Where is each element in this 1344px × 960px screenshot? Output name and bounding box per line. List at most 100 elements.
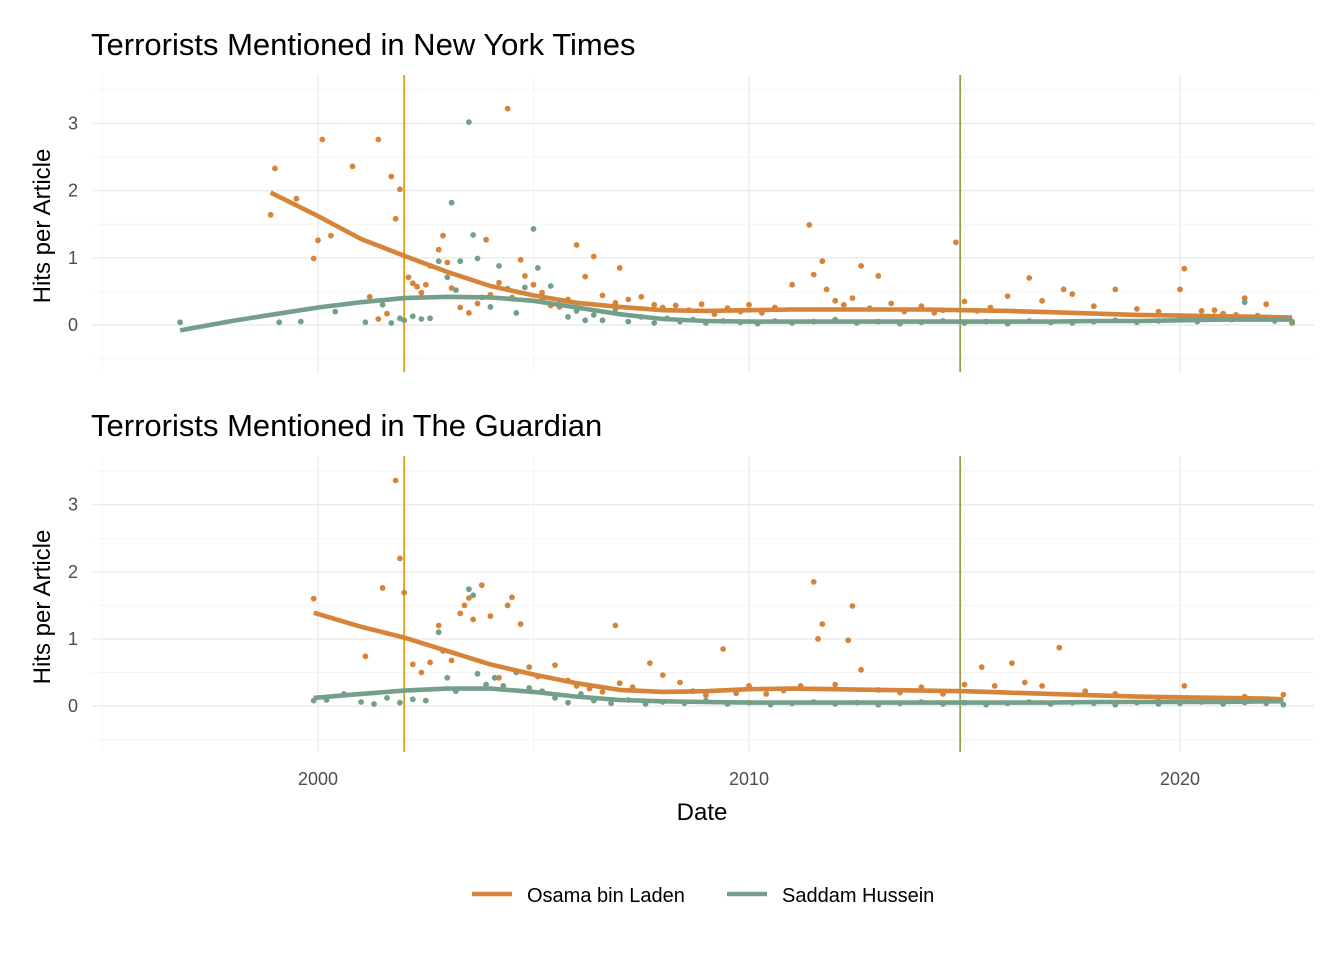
trend-line-osama	[313, 610, 1284, 702]
point-osama	[840, 301, 847, 308]
point-osama	[328, 232, 334, 239]
y-tick-label: 2	[68, 181, 78, 201]
point-osama	[478, 582, 485, 589]
point-osama	[418, 289, 425, 296]
point-saddam	[470, 592, 477, 599]
point-saddam	[651, 320, 658, 326]
point-osama	[703, 692, 709, 699]
y-tick-label: 3	[68, 113, 78, 133]
point-osama	[849, 603, 856, 609]
point-saddam	[565, 699, 571, 706]
panel-title-guardian: Terrorists Mentioned in The Guardian	[91, 408, 602, 443]
point-osama	[496, 674, 502, 681]
point-osama	[888, 300, 895, 307]
x-tick-label: 2010	[729, 769, 769, 789]
point-osama	[474, 300, 481, 307]
point-saddam	[397, 315, 403, 322]
point-saddam	[1241, 299, 1248, 306]
point-osama	[483, 236, 489, 243]
legend-label-osama: Osama bin Laden	[527, 885, 685, 907]
point-osama	[504, 105, 511, 112]
point-osama	[612, 622, 619, 629]
point-osama	[806, 222, 813, 228]
point-osama	[375, 316, 382, 322]
point-osama	[746, 301, 752, 308]
point-osama	[409, 661, 416, 668]
point-saddam	[448, 199, 455, 206]
point-saddam	[397, 699, 403, 706]
trend-line-saddam	[313, 686, 1284, 705]
point-saddam	[276, 319, 283, 326]
point-saddam	[457, 258, 464, 265]
point-osama	[1181, 265, 1188, 272]
point-saddam	[427, 315, 433, 322]
x-tick-label: 2000	[298, 769, 338, 789]
panel-guardian-y-ticks: 0 1 2 3	[68, 495, 78, 716]
panel-guardian-vlines	[403, 456, 962, 752]
point-saddam	[466, 119, 472, 125]
point-osama	[1090, 303, 1097, 310]
panel-nyt-y-ticks: 0 1 2 3	[68, 113, 78, 335]
point-osama	[517, 256, 524, 263]
point-osama	[1280, 691, 1287, 698]
legend-label-saddam: Saddam Hussein	[782, 885, 934, 907]
point-saddam	[599, 317, 606, 324]
point-osama	[392, 215, 399, 222]
point-osama	[672, 302, 679, 309]
y-tick-label: 1	[68, 248, 78, 268]
point-osama	[823, 286, 830, 293]
point-osama	[1112, 286, 1119, 293]
panel-title-nyt: Terrorists Mentioned in New York Times	[91, 27, 635, 62]
point-osama	[698, 301, 705, 308]
panel-nyt-vlines	[403, 75, 962, 372]
point-osama	[362, 653, 369, 660]
point-osama	[810, 271, 817, 278]
point-osama	[1060, 286, 1067, 293]
point-saddam	[608, 700, 614, 707]
point-osama	[466, 310, 472, 316]
y-tick-label: 2	[68, 562, 78, 582]
point-osama	[1056, 644, 1063, 651]
point-osama	[418, 669, 425, 676]
y-axis-title-guardian: Hits per Article	[29, 530, 56, 685]
point-saddam	[565, 314, 571, 320]
point-osama	[487, 613, 494, 619]
point-osama	[832, 681, 839, 688]
trend-line-osama	[269, 190, 1293, 320]
point-osama	[375, 136, 382, 143]
point-saddam	[470, 232, 477, 238]
point-osama	[616, 680, 623, 687]
point-saddam	[496, 263, 502, 269]
point-saddam	[483, 681, 489, 688]
legend: Osama bin Laden Saddam Hussein	[472, 885, 934, 907]
point-osama	[315, 237, 321, 244]
point-osama	[1082, 688, 1089, 695]
point-osama	[457, 610, 464, 617]
panel-guardian-points	[310, 477, 1287, 708]
point-saddam	[466, 586, 472, 593]
point-osama	[978, 664, 985, 670]
point-osama	[366, 293, 373, 300]
point-saddam	[534, 265, 541, 271]
point-osama	[651, 301, 658, 308]
point-osama	[392, 477, 399, 484]
point-osama	[470, 616, 477, 623]
point-osama	[991, 683, 998, 689]
point-osama	[849, 295, 856, 301]
point-saddam	[362, 319, 369, 326]
panel-guardian: Terrorists Mentioned in The Guardian 0 1 2…	[29, 408, 1314, 752]
x-axis-ticks: 2000 2010 2020	[298, 769, 1200, 789]
point-osama	[1026, 275, 1033, 281]
point-osama	[616, 265, 623, 271]
point-osama	[448, 657, 455, 664]
point-osama	[819, 258, 826, 265]
point-osama	[517, 621, 524, 627]
point-osama	[293, 195, 300, 202]
point-osama	[1009, 660, 1015, 666]
point-osama	[573, 242, 580, 248]
point-osama	[349, 163, 356, 170]
point-osama	[819, 621, 826, 627]
point-osama	[310, 595, 317, 602]
point-osama	[858, 263, 864, 269]
